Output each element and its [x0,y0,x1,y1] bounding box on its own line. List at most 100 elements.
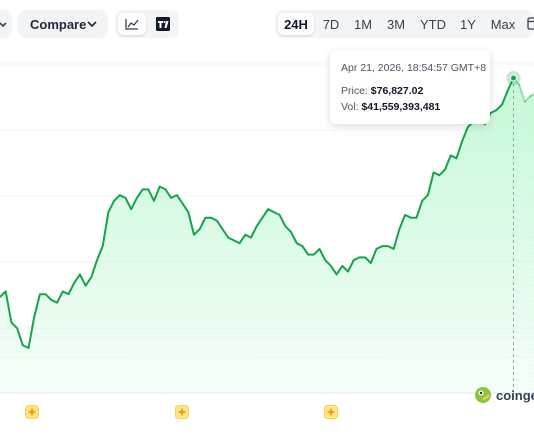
price-point [159,186,160,187]
watermark-text: coinge [496,388,534,403]
line-chart-icon [118,13,146,35]
price-point [325,260,326,261]
calendar-icon[interactable] [526,16,534,32]
price-point [319,248,320,249]
hover-point [510,75,516,81]
price-point [256,226,257,227]
price-point [245,234,246,235]
price-point [427,195,428,196]
event-marker-icon[interactable] [25,405,39,419]
price-point [416,217,417,218]
price-point [228,237,229,238]
price-point [45,294,46,295]
line-chart-button[interactable] [118,13,146,35]
price-point [239,243,240,244]
range-button-ytd[interactable]: YTD [416,13,450,35]
price-point [222,229,223,230]
tradingview-button[interactable] [149,13,177,35]
price-point [96,260,97,261]
price-point [262,217,263,218]
price-point [370,262,371,263]
range-button-7d[interactable]: 7D [318,13,344,35]
range-button-1y[interactable]: 1Y [456,13,480,35]
price-point [108,212,109,213]
price-point [296,243,297,244]
coingecko-watermark: coinge [474,386,534,404]
price-point [62,291,63,292]
tooltip-timestamp: Apr 21, 2026, 18:54:57 GMT+8 [341,62,486,74]
price-point [410,217,411,218]
price-point [336,274,337,275]
price-point [216,220,217,221]
range-button-3m[interactable]: 3M [382,13,410,35]
tooltip-volume-value: $41,559,393,481 [361,101,440,113]
price-point [188,212,189,213]
price-point [342,265,343,266]
price-point [79,274,80,275]
price-point [279,214,280,215]
price-point [85,285,86,286]
price-point [433,172,434,173]
price-point [211,217,212,218]
chevron-down-icon [86,18,98,30]
price-point [131,209,132,210]
price-area-texture [0,78,534,393]
event-marker-icon[interactable] [324,405,338,419]
price-point [114,200,115,201]
tooltip-volume-row: Vol: $41,559,393,481 [341,101,440,113]
price-point [39,294,40,295]
price-point [456,158,457,159]
price-point [171,197,172,198]
price-point [250,237,251,238]
price-point [28,347,29,348]
price-point [302,246,303,247]
tooltip-price-label: Price: [341,85,368,97]
price-point [290,231,291,232]
gecko-logo-icon [474,386,492,404]
price-point [17,328,18,329]
chart-toolbar: Compare 24H 7D 1M 3M YTD 1Y Max [0,0,534,48]
price-point [199,229,200,230]
range-button-max[interactable]: Max [486,13,520,35]
price-point [387,246,388,247]
price-point [399,229,400,230]
price-point [125,197,126,198]
price-point [530,95,531,96]
price-point [330,265,331,266]
price-point [11,322,12,323]
tooltip-price-row: Price: $76,827.02 [341,85,423,97]
chevron-down-icon [0,10,12,38]
event-marker-icon[interactable] [175,405,189,419]
price-point [347,271,348,272]
price-point [376,248,377,249]
range-button-1m[interactable]: 1M [349,13,377,35]
price-point [91,277,92,278]
price-point [34,316,35,317]
price-point [439,175,440,176]
price-point [68,294,69,295]
price-point [153,200,154,201]
price-point [136,197,137,198]
price-point [462,141,463,142]
dropdown-partial-pill[interactable] [0,10,12,38]
price-point [444,169,445,170]
price-point [519,84,520,85]
price-point [313,254,314,255]
price-point [273,212,274,213]
price-point [5,291,6,292]
price-point [405,214,406,215]
price-point [285,226,286,227]
price-point [22,345,23,346]
compare-dropdown[interactable]: Compare [18,10,108,38]
price-point [165,189,166,190]
price-point [496,110,497,111]
price-point [74,282,75,283]
price-point [51,299,52,300]
price-point [205,217,206,218]
price-point [524,101,525,102]
tooltip-volume-label: Vol: [341,101,359,113]
price-tooltip: Apr 21, 2026, 18:54:57 GMT+8 Price: $76,… [330,50,490,124]
tooltip-price-value: $76,827.02 [371,85,424,97]
range-button-24h[interactable]: 24H [278,13,314,35]
price-point [308,254,309,255]
